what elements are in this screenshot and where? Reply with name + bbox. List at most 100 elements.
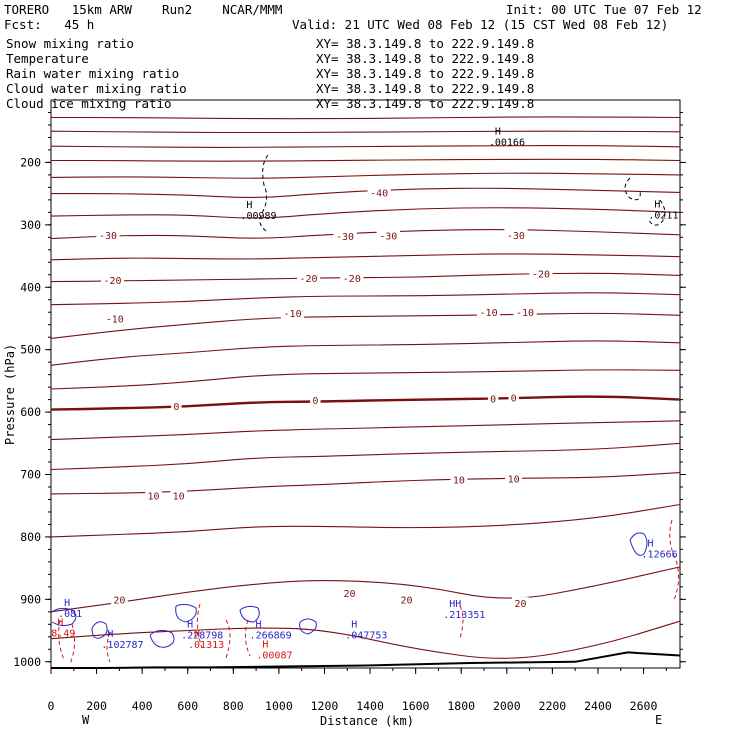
maximum-marker: HH bbox=[449, 599, 461, 610]
maximum-value: .00087 bbox=[256, 650, 292, 661]
temperature-label-bg bbox=[513, 306, 537, 319]
temperature-label-bg bbox=[333, 230, 357, 243]
isotherm-line bbox=[50, 272, 681, 283]
x-tick-label: 1200 bbox=[311, 699, 339, 713]
maximum-marker: H bbox=[64, 598, 70, 609]
maximum-value: .213351 bbox=[443, 610, 485, 621]
isotherm-line bbox=[50, 566, 681, 613]
legend-xy: XY= 38.3.149.8 to 222.9.149.8 bbox=[316, 51, 534, 66]
x-tick-label: 200 bbox=[86, 699, 107, 713]
maximum-marker: H bbox=[187, 619, 193, 630]
isotherm-line bbox=[50, 420, 681, 441]
isotherm-line bbox=[51, 187, 681, 199]
temperature-label: -10 bbox=[106, 314, 124, 325]
temperature-label-bg bbox=[512, 597, 529, 610]
maximum-value: .266869 bbox=[250, 630, 292, 641]
temperature-label-bg bbox=[398, 593, 415, 606]
isotherm-line bbox=[50, 172, 681, 179]
isotherm-line bbox=[51, 116, 681, 120]
temperature-label-bg bbox=[340, 271, 364, 284]
legend-name: Cloud ice mixing ratio bbox=[6, 96, 172, 111]
temperature-label: 10 bbox=[173, 492, 185, 503]
x-tick-label: 800 bbox=[223, 699, 244, 713]
temperature-label-bg bbox=[100, 273, 125, 286]
legend-name: Cloud water mixing ratio bbox=[6, 81, 187, 96]
y-axis-label: Pressure (hPa) bbox=[3, 344, 17, 445]
temperature-label: -10 bbox=[480, 308, 498, 319]
temperature-labels: -40 -30 -30 -30 -30 -20 -20 -20 -20 -10 -10 -10 -10 0… bbox=[96, 186, 553, 610]
x-tick-label: 2600 bbox=[630, 699, 658, 713]
mixing-ratio-contour bbox=[629, 532, 648, 556]
maximum-marker: H bbox=[256, 619, 262, 630]
temperature-label-bg bbox=[505, 472, 523, 485]
ground-line bbox=[51, 651, 681, 669]
y-tick-label: 300 bbox=[20, 218, 41, 232]
legend-xy: XY= 38.3.149.8 to 222.9.149.8 bbox=[316, 96, 534, 111]
axes: 0 200 400 600 800 1000 1200 1400 1600 1800 2000 220… bbox=[13, 111, 686, 713]
maximum-value: .102787 bbox=[101, 640, 143, 651]
temperature-label: 10 bbox=[453, 475, 465, 486]
mixing-ratio-contour bbox=[51, 607, 77, 627]
mixing-ratio-contour bbox=[91, 621, 108, 639]
maximum-marker: H bbox=[648, 538, 654, 549]
temperature-label-bg bbox=[376, 229, 400, 242]
mixing-ratio-contour bbox=[459, 605, 464, 639]
temperature-label-bg bbox=[145, 489, 162, 502]
temperature-label-bg bbox=[170, 489, 188, 502]
maximum-marker: H bbox=[246, 200, 252, 211]
maximum-marker: H bbox=[351, 619, 357, 630]
mixing-ratio-contour bbox=[299, 618, 317, 635]
y-tick-label: 200 bbox=[20, 155, 41, 169]
temperature-label: -30 bbox=[99, 231, 117, 242]
mixing-ratio-contour bbox=[149, 629, 175, 648]
isotherm-lines bbox=[50, 116, 681, 659]
temperature-label: -30 bbox=[379, 231, 397, 242]
isotherm-line bbox=[50, 442, 681, 471]
header-valid: Valid: 21 UTC Wed 08 Feb 12 (15 CST Wed … bbox=[292, 17, 668, 32]
maximum-value: .081 bbox=[58, 609, 82, 620]
x-tick-label: 2200 bbox=[539, 699, 567, 713]
temperature-label: -10 bbox=[516, 308, 534, 319]
temperature-label-bg bbox=[280, 306, 305, 319]
temperature-label-bg bbox=[341, 587, 358, 600]
mixing-ratio-contour bbox=[175, 603, 197, 623]
legend-xy: XY= 38.3.149.8 to 222.9.149.8 bbox=[316, 36, 534, 51]
maximum-value: 8.49 bbox=[51, 629, 75, 640]
temperature-label: 0 bbox=[490, 394, 496, 405]
isotherm-line bbox=[50, 253, 681, 261]
temperature-label: 0 bbox=[312, 396, 318, 407]
isotherm-line bbox=[50, 312, 681, 339]
mixing-ratio-contour bbox=[259, 154, 269, 232]
temperature-label: 20 bbox=[113, 595, 125, 606]
temperature-label-bg bbox=[487, 392, 499, 405]
temperature-label-bg bbox=[529, 267, 553, 280]
temperature-label: -10 bbox=[284, 309, 302, 320]
isotherm-line bbox=[50, 130, 681, 134]
isotherm-line bbox=[50, 369, 681, 390]
header-model: TORERO 15km ARW Run2 NCAR/MMM bbox=[4, 2, 282, 17]
plot-border bbox=[50, 99, 681, 669]
maximum-value: .0211 bbox=[648, 210, 678, 221]
temperature-label: -30 bbox=[507, 231, 525, 242]
temperature-label-bg bbox=[504, 228, 528, 241]
x-tick-label: 1600 bbox=[402, 699, 430, 713]
temperature-label-bg bbox=[96, 228, 120, 241]
header-init: Init: 00 UTC Tue 07 Feb 12 bbox=[506, 2, 702, 17]
mixing-ratio-contour bbox=[196, 603, 251, 659]
maximum-marker: H bbox=[57, 618, 63, 629]
y-tick-label: 1000 bbox=[13, 655, 41, 669]
isotherm-line bbox=[50, 340, 681, 366]
isotherm-line bbox=[50, 207, 681, 219]
isotherm-line bbox=[51, 158, 681, 162]
isotherm-line bbox=[50, 472, 681, 495]
temperature-label: 20 bbox=[344, 589, 356, 600]
temperature-label: 0 bbox=[511, 394, 517, 405]
x-tick-label: 1400 bbox=[356, 699, 384, 713]
temperature-label-bg bbox=[110, 593, 128, 606]
x-tick-label: 2000 bbox=[493, 699, 521, 713]
temperature-label: -20 bbox=[532, 270, 550, 281]
isotherm-line bbox=[50, 145, 681, 148]
legend-name: Rain water mixing ratio bbox=[6, 66, 179, 81]
x-end-right: E bbox=[655, 713, 662, 727]
header-fcst: Fcst: 45 h bbox=[4, 17, 94, 32]
